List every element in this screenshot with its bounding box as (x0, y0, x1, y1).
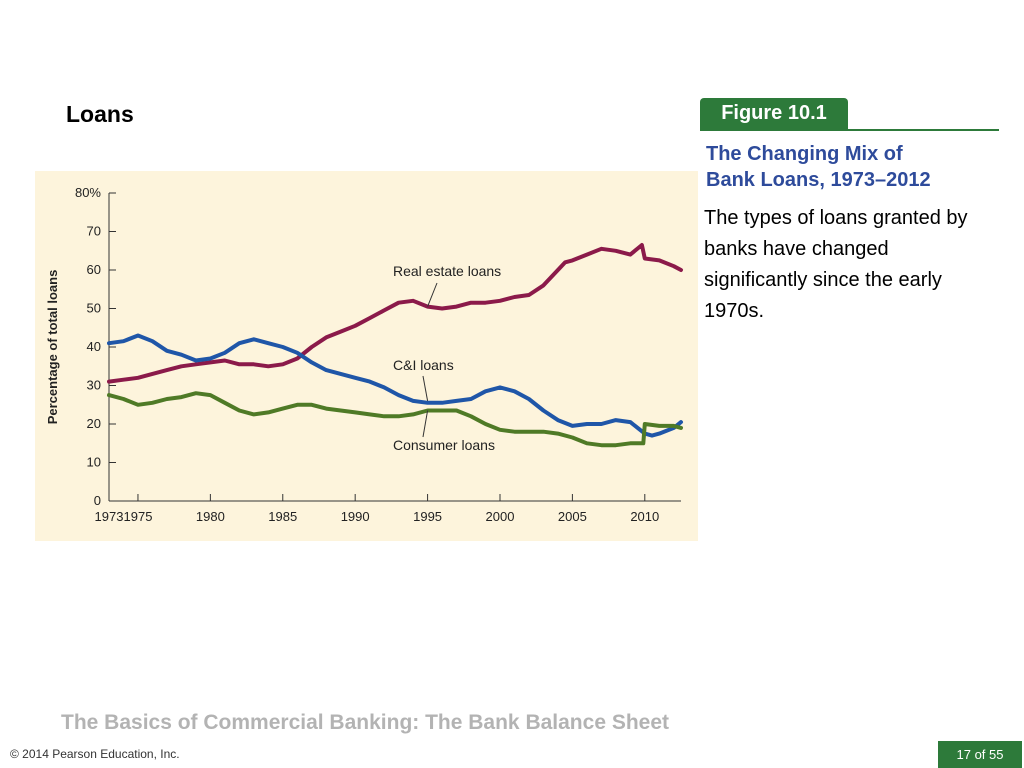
y-tick-label: 10 (87, 455, 101, 470)
ci-loans-label: C&I loans (393, 357, 454, 373)
figure-description-line: 1970s. (704, 300, 765, 322)
copyright: © 2014 Pearson Education, Inc. (10, 747, 180, 761)
y-tick-label: 50 (87, 301, 101, 316)
annotation-leader (427, 282, 438, 307)
figure-subtitle-line-2: Bank Loans, 1973–2012 (706, 169, 931, 191)
consumer-loans-label: Consumer loans (393, 437, 495, 453)
figure-description-line: banks have changed (704, 238, 889, 260)
x-tick-label: 2000 (486, 509, 515, 524)
ci-loans-line (107, 333, 683, 438)
page-number-badge: 17 of 55 (938, 741, 1022, 768)
annotation-leader (422, 410, 429, 438)
x-tick-label: 1995 (413, 509, 442, 524)
y-tick-label: 20 (87, 416, 101, 431)
loans-line-chart: 0 10 20 30 40 50 60 70 80% 1973 1975 1980 1985 1990 19… (45, 185, 683, 524)
x-tick-label: 2005 (558, 509, 587, 524)
chart-panel: 0 10 20 30 40 50 60 70 80% 1973 1975 1980 1985 1990 19… (35, 171, 698, 541)
y-tick-label: 30 (87, 378, 101, 393)
y-tick-label: 60 (87, 262, 101, 277)
y-tick-label: 80% (75, 185, 101, 200)
annotation-leader (422, 375, 429, 401)
y-axis-label: Percentage of total loans (45, 270, 60, 425)
figure-subtitle-line-1: The Changing Mix of (706, 143, 903, 165)
x-tick-label: 2010 (630, 509, 659, 524)
figure-description-line: The types of loans granted by (704, 207, 968, 229)
figure-description: The types of loans granted by banks have… (704, 203, 1014, 327)
real-estate-loans-line (107, 243, 683, 384)
slide-title: Loans (66, 101, 134, 127)
consumer-loans-line (107, 391, 683, 448)
x-tick-label: 1980 (196, 509, 225, 524)
x-tick-label: 1973 (95, 509, 124, 524)
x-tick-label: 1990 (341, 509, 370, 524)
real-estate-loans-label: Real estate loans (393, 263, 501, 279)
y-tick-label: 40 (87, 339, 101, 354)
y-tick-label: 70 (87, 224, 101, 239)
figure-description-line: significantly since the early (704, 269, 942, 291)
x-tick-label: 1975 (124, 509, 153, 524)
x-tick-label: 1985 (268, 509, 297, 524)
figure-divider (700, 129, 999, 131)
figure-label: Figure 10.1 (700, 98, 848, 129)
footer-title: The Basics of Commercial Banking: The Ba… (61, 711, 670, 734)
figure-subtitle: The Changing Mix of Bank Loans, 1973–201… (706, 141, 1006, 193)
y-tick-label: 0 (94, 493, 101, 508)
